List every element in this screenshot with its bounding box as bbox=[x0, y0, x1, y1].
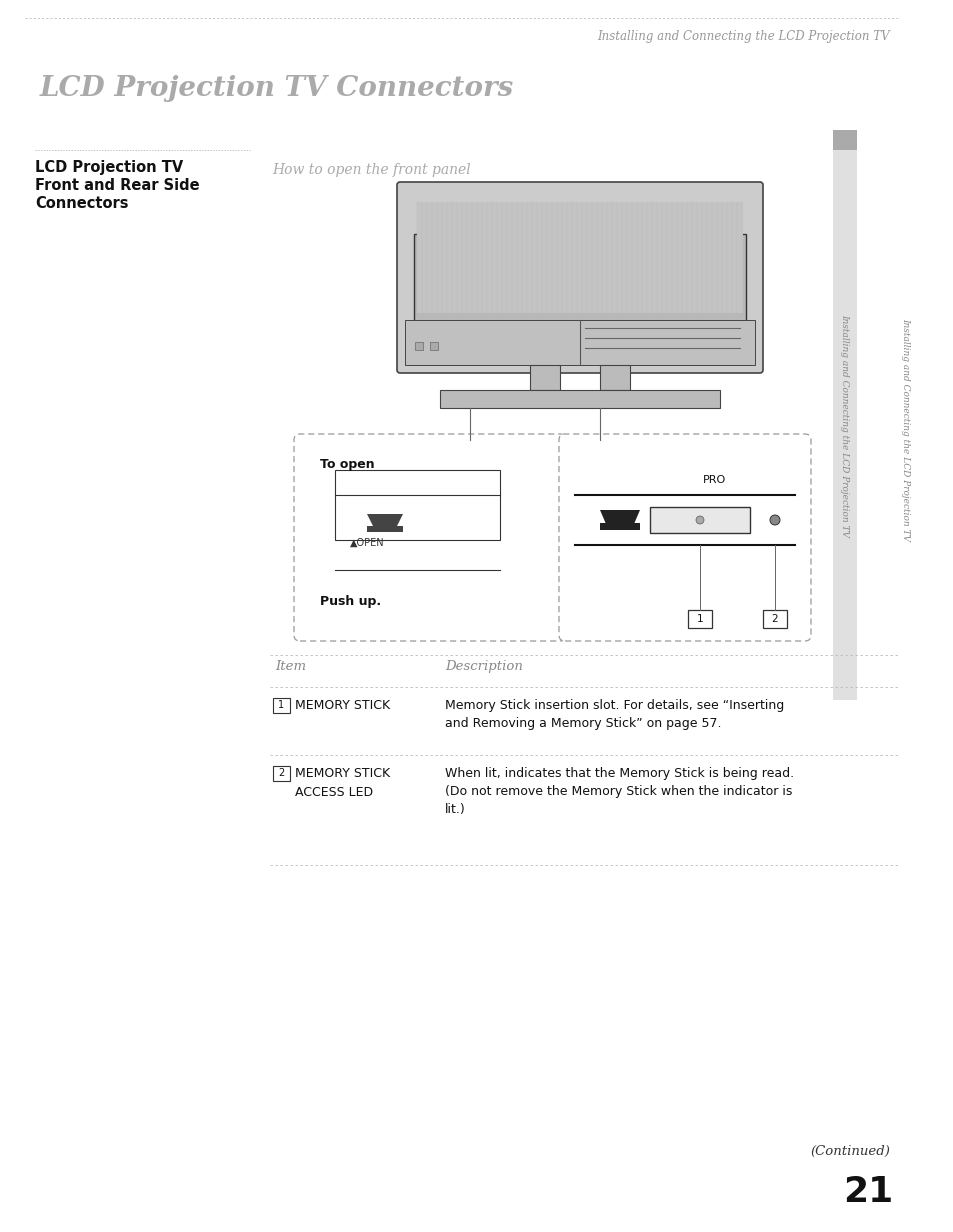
Bar bbox=[439, 391, 720, 408]
Bar bbox=[273, 766, 290, 781]
Text: To open: To open bbox=[319, 458, 375, 471]
Text: Front and Rear Side: Front and Rear Side bbox=[35, 177, 199, 193]
Text: Connectors: Connectors bbox=[35, 196, 129, 211]
Text: Memory Stick insertion slot. For details, see “Inserting
and Removing a Memory S: Memory Stick insertion slot. For details… bbox=[444, 699, 783, 731]
Text: (Continued): (Continued) bbox=[809, 1145, 889, 1158]
Text: MEMORY STICK: MEMORY STICK bbox=[294, 699, 390, 712]
Text: 21: 21 bbox=[841, 1175, 892, 1209]
FancyBboxPatch shape bbox=[294, 434, 565, 641]
Text: 2: 2 bbox=[278, 768, 284, 777]
Bar bbox=[832, 145, 856, 700]
Bar bbox=[405, 320, 754, 365]
Text: Installing and Connecting the LCD Projection TV: Installing and Connecting the LCD Projec… bbox=[901, 319, 909, 542]
Text: Item: Item bbox=[274, 660, 306, 673]
Text: LCD Projection TV: LCD Projection TV bbox=[35, 160, 183, 175]
Polygon shape bbox=[599, 510, 639, 524]
Text: Installing and Connecting the LCD Projection TV: Installing and Connecting the LCD Projec… bbox=[840, 313, 848, 536]
FancyBboxPatch shape bbox=[558, 434, 810, 641]
Bar bbox=[687, 610, 711, 628]
Text: 1: 1 bbox=[696, 614, 702, 623]
Circle shape bbox=[696, 516, 703, 524]
Polygon shape bbox=[367, 514, 402, 526]
Text: Description: Description bbox=[444, 660, 522, 673]
Circle shape bbox=[769, 515, 780, 525]
Text: Installing and Connecting the LCD Projection TV: Installing and Connecting the LCD Projec… bbox=[597, 30, 889, 43]
Text: When lit, indicates that the Memory Stick is being read.
(Do not remove the Memo: When lit, indicates that the Memory Stic… bbox=[444, 768, 793, 816]
Bar bbox=[416, 202, 742, 313]
Bar bbox=[832, 131, 856, 150]
Bar bbox=[367, 526, 402, 532]
Bar bbox=[414, 234, 745, 351]
Text: PRO: PRO bbox=[702, 476, 726, 485]
FancyBboxPatch shape bbox=[396, 182, 762, 373]
Text: MEMORY STICK
ACCESS LED: MEMORY STICK ACCESS LED bbox=[294, 768, 390, 800]
Text: 1: 1 bbox=[278, 700, 284, 710]
Bar bbox=[335, 469, 499, 540]
Bar bbox=[530, 365, 559, 391]
Text: 2: 2 bbox=[771, 614, 778, 623]
Bar bbox=[415, 342, 422, 350]
Text: ▲OPEN: ▲OPEN bbox=[350, 538, 384, 548]
Text: How to open the front panel: How to open the front panel bbox=[272, 163, 470, 177]
Text: Push up.: Push up. bbox=[319, 595, 381, 609]
Bar bbox=[430, 342, 437, 350]
Bar bbox=[273, 699, 290, 713]
Text: LCD Projection TV Connectors: LCD Projection TV Connectors bbox=[40, 75, 514, 102]
Bar bbox=[649, 508, 749, 533]
Bar bbox=[762, 610, 786, 628]
Bar bbox=[599, 524, 639, 530]
Bar bbox=[599, 365, 629, 391]
